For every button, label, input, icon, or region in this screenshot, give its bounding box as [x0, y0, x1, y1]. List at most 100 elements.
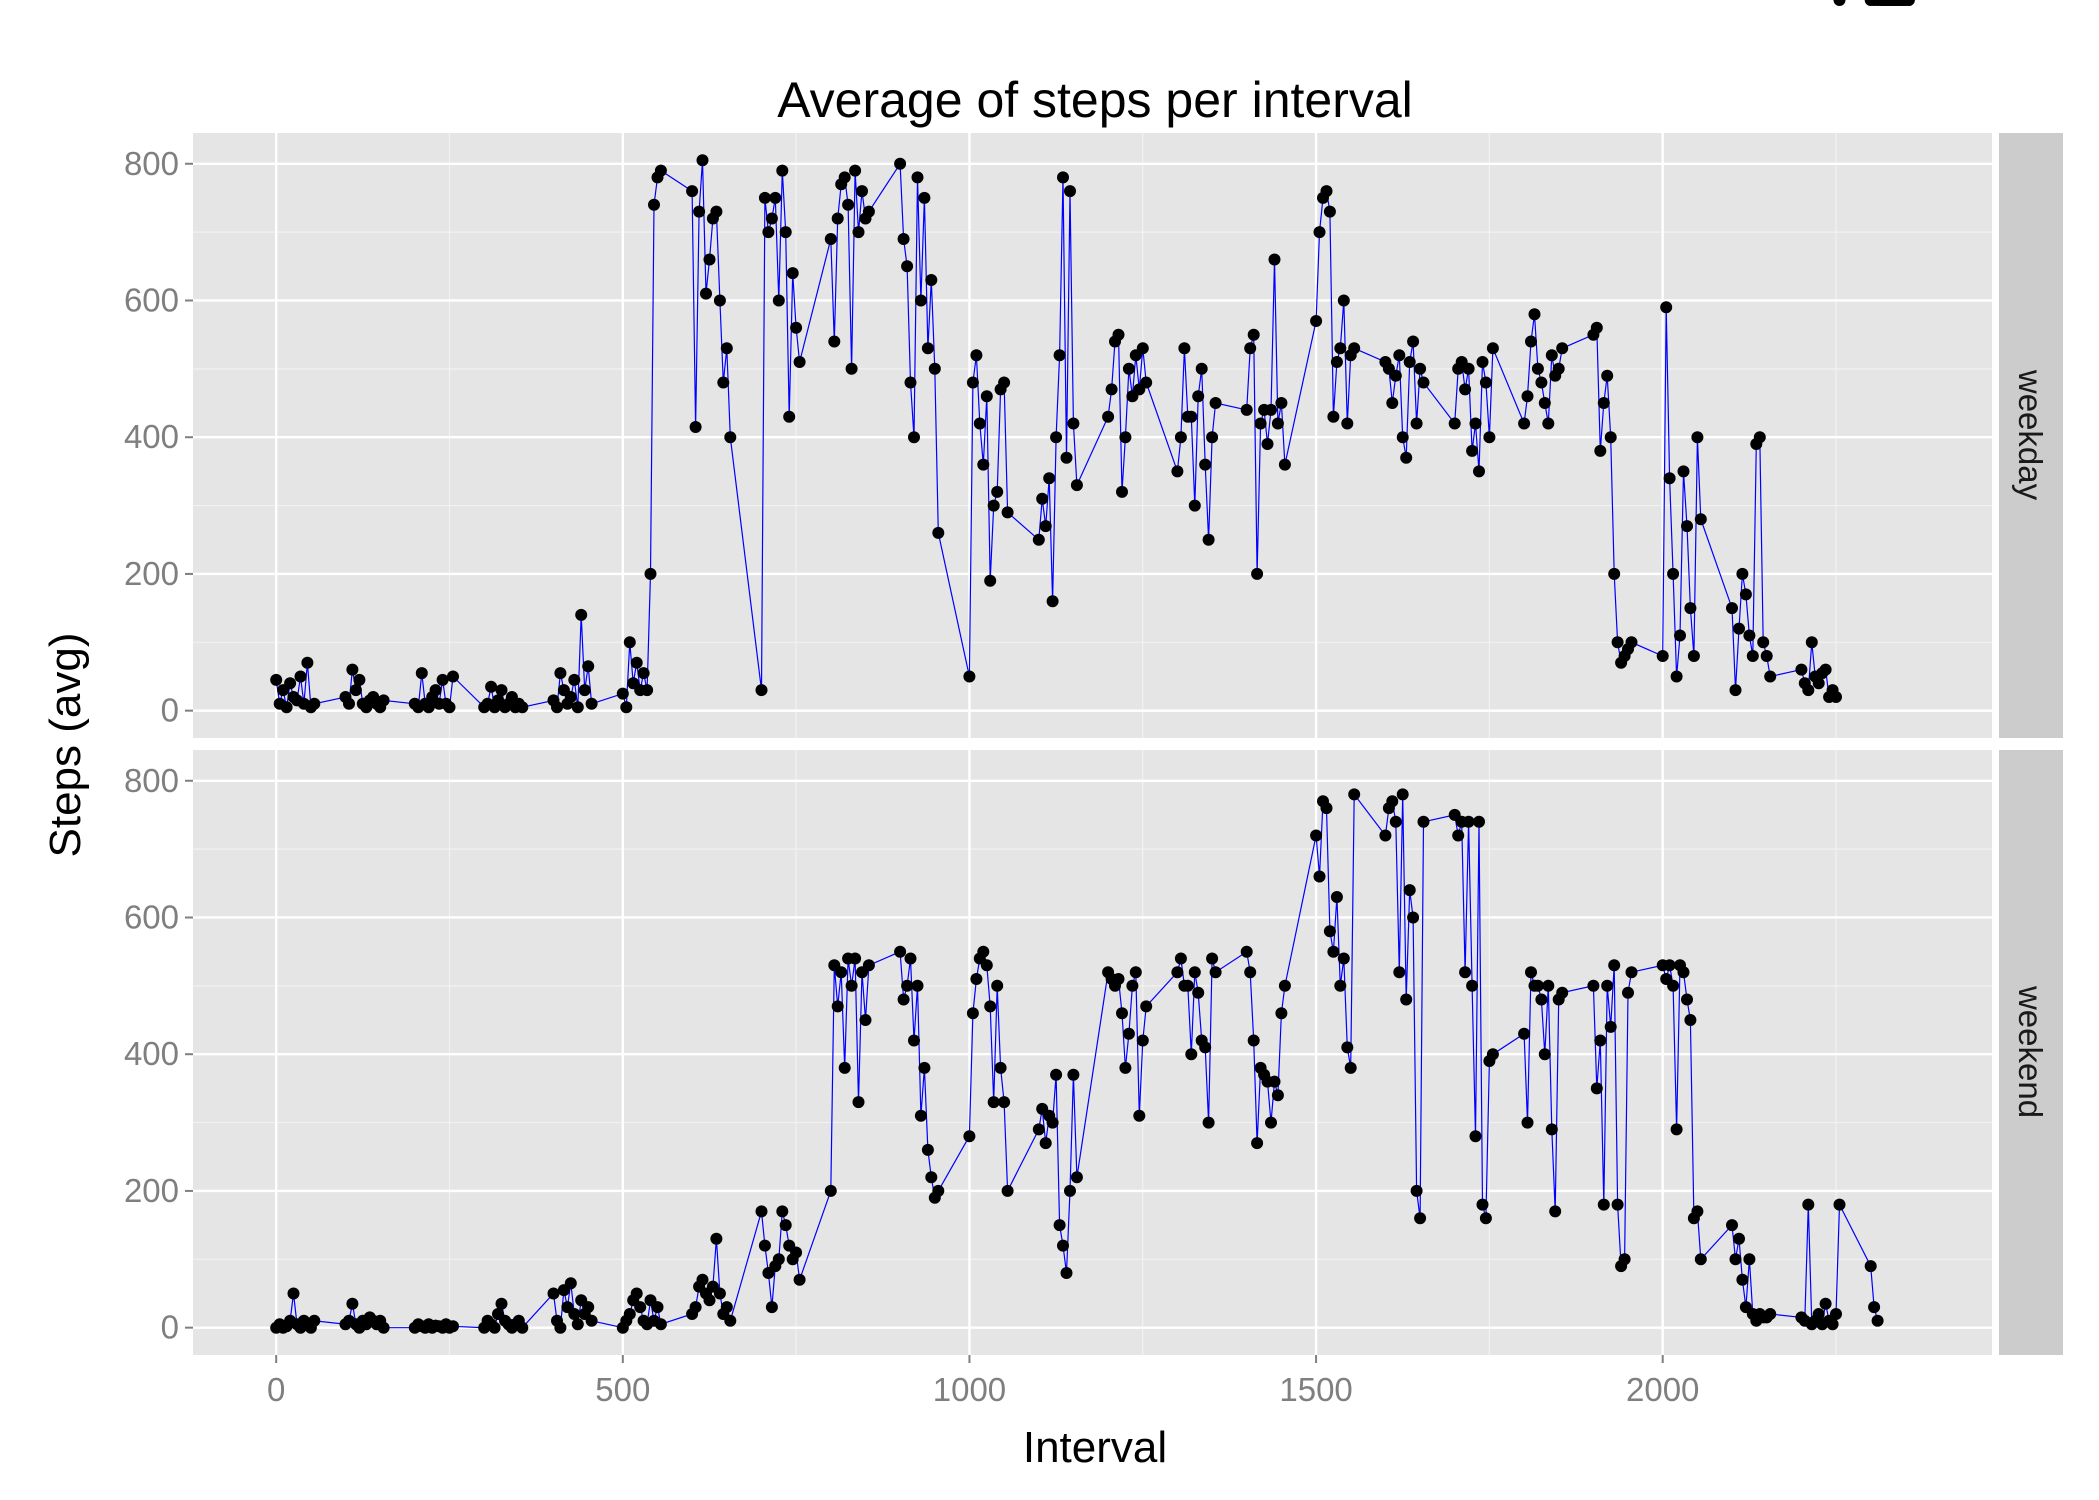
data-point	[762, 226, 775, 239]
data-point	[845, 979, 858, 992]
data-point	[914, 294, 927, 307]
data-point	[1521, 390, 1534, 403]
facet-strip-weekday	[1999, 133, 2063, 738]
x-tick-label: 0	[267, 1371, 285, 1408]
y-tick-label: 200	[124, 555, 179, 592]
data-point	[346, 663, 359, 676]
data-point	[1691, 1205, 1704, 1218]
data-point	[1410, 1184, 1423, 1197]
data-point	[1334, 342, 1347, 355]
data-point	[1330, 891, 1343, 903]
data-point	[894, 157, 907, 170]
data-point	[755, 684, 768, 697]
data-point	[1334, 979, 1347, 992]
data-point	[1310, 829, 1323, 842]
data-point	[1656, 650, 1669, 662]
data-point	[911, 171, 924, 184]
data-point	[1105, 383, 1118, 396]
data-point	[1133, 1109, 1146, 1122]
data-point	[637, 667, 650, 680]
data-point	[294, 670, 307, 683]
data-point	[571, 1318, 584, 1331]
data-point	[755, 1205, 768, 1218]
data-point	[772, 1253, 785, 1266]
data-point	[1795, 663, 1808, 676]
data-point	[894, 945, 907, 958]
data-point	[1531, 979, 1544, 992]
data-point	[1323, 925, 1336, 938]
data-point	[1396, 431, 1409, 444]
data-point	[852, 1096, 865, 1109]
data-point	[1185, 1048, 1198, 1061]
data-point	[1323, 205, 1336, 218]
data-point	[485, 680, 498, 693]
data-point	[1594, 1034, 1607, 1047]
data-point	[1733, 622, 1745, 635]
data-point	[1726, 1219, 1738, 1232]
data-point	[1518, 1027, 1531, 1040]
data-point	[852, 226, 865, 239]
data-point	[904, 376, 917, 389]
data-point	[765, 1301, 778, 1314]
data-point	[654, 164, 667, 177]
data-point	[998, 376, 1011, 389]
data-point	[1129, 966, 1142, 979]
series-points	[270, 0, 1915, 714]
data-point	[1473, 815, 1485, 828]
minor-gridlines	[193, 133, 1992, 738]
data-point	[696, 154, 709, 167]
data-point	[991, 485, 1004, 498]
data-point	[1687, 650, 1700, 662]
data-point	[862, 205, 875, 218]
data-point	[1556, 342, 1569, 355]
data-point	[717, 376, 730, 389]
data-point	[1064, 185, 1076, 198]
data-point	[1542, 979, 1555, 992]
data-point	[966, 1007, 979, 1020]
data-point	[925, 1171, 938, 1184]
data-point	[1819, 663, 1832, 676]
data-point	[1611, 1198, 1624, 1211]
data-point	[1660, 301, 1673, 314]
data-point	[1386, 795, 1399, 808]
data-point	[911, 979, 924, 992]
data-point	[1403, 356, 1416, 368]
data-point	[488, 1321, 501, 1334]
data-point	[1733, 1232, 1745, 1245]
data-point	[908, 1034, 920, 1047]
data-point	[516, 1321, 529, 1334]
data-point	[648, 198, 660, 211]
data-point	[720, 1301, 733, 1314]
data-point	[769, 191, 782, 204]
data-point	[1597, 397, 1610, 409]
data-point	[429, 684, 442, 697]
data-point	[987, 1096, 1000, 1109]
data-point	[1389, 815, 1402, 828]
data-point	[571, 701, 584, 714]
data-point	[1036, 492, 1049, 505]
data-point	[1185, 410, 1198, 423]
series-points	[270, 0, 1915, 1334]
data-point	[554, 1321, 567, 1334]
data-point	[1459, 383, 1472, 396]
data-point	[1743, 629, 1756, 642]
data-point	[908, 431, 920, 444]
data-point	[1136, 342, 1149, 355]
data-point	[1681, 993, 1693, 1006]
data-point	[1466, 979, 1479, 992]
data-point	[1736, 1273, 1749, 1286]
data-point	[1050, 1068, 1063, 1081]
data-point	[700, 287, 712, 300]
data-point	[1313, 226, 1326, 239]
data-point	[1830, 1308, 1842, 1320]
data-point	[901, 979, 914, 992]
data-point	[1188, 499, 1201, 512]
data-point	[547, 1287, 560, 1300]
data-point	[1064, 1184, 1076, 1197]
data-point	[1192, 390, 1205, 403]
data-point	[1743, 1253, 1756, 1266]
data-point	[1535, 376, 1548, 389]
data-point	[1112, 973, 1125, 985]
y-axis-title: Steps (avg)	[41, 633, 90, 858]
data-point	[970, 973, 983, 985]
